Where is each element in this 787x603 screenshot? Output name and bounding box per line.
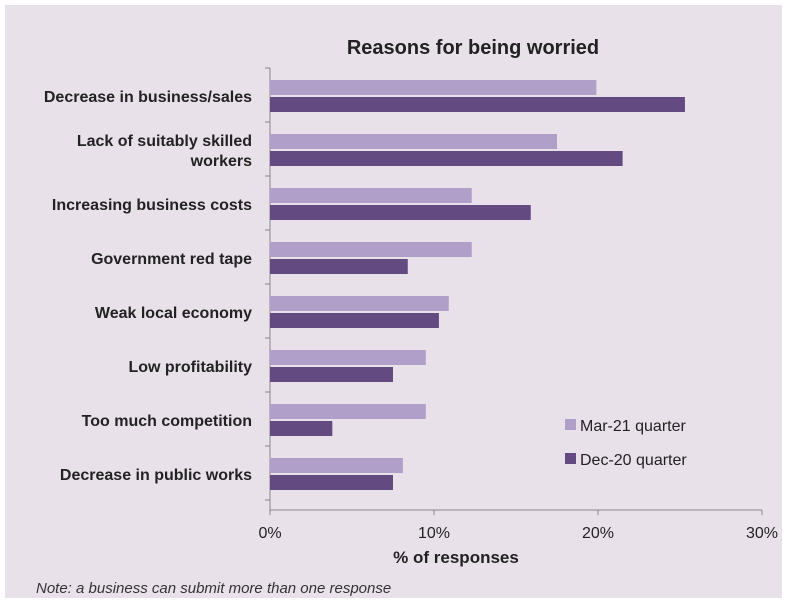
bar-dec20 xyxy=(270,205,531,220)
category-label: Low profitability xyxy=(128,359,252,376)
category-label: Government red tape xyxy=(91,251,252,268)
category-label: Too much competition xyxy=(82,413,252,430)
x-tick-label: 20% xyxy=(582,525,614,542)
x-axis-title: % of responses xyxy=(393,548,519,567)
bar-mar21 xyxy=(270,296,449,311)
legend-label: Mar-21 quarter xyxy=(580,418,686,435)
bar-dec20 xyxy=(270,259,408,274)
bar-dec20 xyxy=(270,421,333,436)
bar-mar21 xyxy=(270,80,597,95)
bar-mar21 xyxy=(270,134,557,149)
legend-label: Dec-20 quarter xyxy=(580,452,687,469)
bar-mar21 xyxy=(270,188,472,203)
category-label: workers xyxy=(190,153,252,170)
bar-dec20 xyxy=(270,97,685,112)
bar-dec20 xyxy=(270,151,623,166)
bar-dec20 xyxy=(270,367,393,382)
category-label: Weak local economy xyxy=(95,305,252,322)
bar-dec20 xyxy=(270,313,439,328)
category-label: Increasing business costs xyxy=(52,197,252,214)
footnote: Note: a business can submit more than on… xyxy=(36,580,392,597)
x-tick-label: 0% xyxy=(258,525,281,542)
x-tick-label: 10% xyxy=(418,525,450,542)
bar-mar21 xyxy=(270,350,426,365)
bar-dec20 xyxy=(270,475,393,490)
chart-title: Reasons for being worried xyxy=(347,37,599,59)
category-label: Decrease in public works xyxy=(60,467,252,484)
legend-swatch xyxy=(565,419,576,430)
x-tick-label: 30% xyxy=(746,525,778,542)
category-label: Lack of suitably skilled xyxy=(77,133,252,150)
bar-mar21 xyxy=(270,242,472,257)
bar-mar21 xyxy=(270,458,403,473)
bar-mar21 xyxy=(270,404,426,419)
category-label: Decrease in business/sales xyxy=(44,89,252,106)
legend-swatch xyxy=(565,453,576,464)
